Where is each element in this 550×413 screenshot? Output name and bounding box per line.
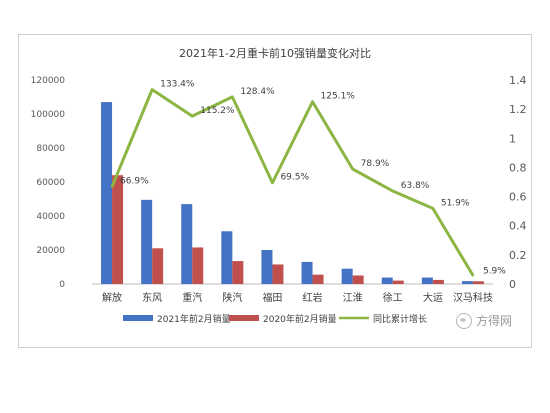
category-label: 大运 xyxy=(423,291,443,304)
category-label: 汉马科技 xyxy=(453,291,493,304)
left-axis-ticks: 0 20000 40000 60000 80000 100000 120000 xyxy=(31,76,66,290)
growth-data-label: 125.1% xyxy=(321,92,356,102)
growth-line xyxy=(110,88,475,277)
bar-2021 xyxy=(181,204,193,284)
bar-2021 xyxy=(301,261,313,284)
category-label: 陕汽 xyxy=(222,291,242,304)
growth-data-label: 66.9% xyxy=(120,177,149,187)
growth-data-label: 128.4% xyxy=(240,87,275,97)
bar-2021 xyxy=(101,102,113,284)
bar-2020 xyxy=(392,280,404,284)
right-tick-label: 1.4 xyxy=(509,74,527,87)
bar-2021 xyxy=(461,281,473,284)
growth-data-label: 51.9% xyxy=(441,198,470,208)
growth-point xyxy=(431,207,435,210)
chart-title: 2021年1-2月重卡前10强销量变化对比 xyxy=(179,46,371,60)
left-tick-label: 80000 xyxy=(36,144,65,154)
growth-data-label: 5.9% xyxy=(483,266,506,276)
legend-swatch-2021 xyxy=(123,315,153,321)
bar-2020 xyxy=(272,264,284,284)
growth-point xyxy=(391,189,394,193)
growth-point xyxy=(351,167,354,171)
category-label: 红岩 xyxy=(303,291,323,304)
left-tick-label: 100000 xyxy=(31,110,66,120)
legend: 2021年前2月销量 2020年前2月销量 同比累计增长 xyxy=(123,313,427,325)
watermark: 方得网 xyxy=(456,312,512,329)
left-tick-label: 40000 xyxy=(36,212,65,222)
left-tick-label: 60000 xyxy=(36,178,65,188)
legend-label-growth: 同比累计增长 xyxy=(373,313,427,325)
left-tick-label: 0 xyxy=(59,280,65,290)
category-labels: 解放 东风 重汽 陕汽 福田 红岩 江淮 徐工 大运 汉马科技 xyxy=(102,291,493,304)
right-tick-label: 0 xyxy=(509,278,516,291)
bar-2020 xyxy=(312,274,324,284)
bar-2020 xyxy=(112,175,124,284)
bar-2021 xyxy=(421,277,433,284)
growth-data-label: 115.2% xyxy=(200,106,235,116)
bar-2021 xyxy=(381,277,393,284)
growth-data-label: 133.4% xyxy=(160,80,195,90)
chart-svg: 2021年1-2月重卡前10强销量变化对比 0 20000 40000 60000 80… xyxy=(31,46,527,325)
growth-point xyxy=(150,88,154,91)
left-tick-label: 20000 xyxy=(36,246,65,256)
right-tick-label: 0.2 xyxy=(509,249,527,262)
category-label: 徐工 xyxy=(383,291,403,304)
bar-2021 xyxy=(341,268,353,284)
category-label: 东风 xyxy=(142,291,162,304)
growth-point xyxy=(311,100,314,103)
bar-2020 xyxy=(232,261,244,284)
bar-2021 xyxy=(141,199,153,284)
growth-point xyxy=(191,114,194,118)
category-label: 福田 xyxy=(262,291,282,304)
bar-2020 xyxy=(472,281,484,284)
right-tick-label: 0.4 xyxy=(509,220,527,233)
watermark-text: 方得网 xyxy=(476,314,513,328)
category-label: 重汽 xyxy=(182,291,202,304)
growth-data-label: 63.8% xyxy=(401,181,430,191)
growth-point xyxy=(110,185,114,188)
chart-frame: 2021年1-2月重卡前10强销量变化对比 0 20000 40000 60000 80… xyxy=(18,34,532,348)
growth-point xyxy=(471,274,475,277)
right-tick-label: 0.6 xyxy=(509,191,527,204)
bar-2020 xyxy=(192,247,204,284)
legend-swatch-2020 xyxy=(229,315,259,321)
bar-2021 xyxy=(221,231,233,284)
right-tick-label: 1.2 xyxy=(509,103,527,116)
bar-2020 xyxy=(432,279,444,284)
right-tick-label: 0.8 xyxy=(509,161,527,174)
growth-data-label: 78.9% xyxy=(361,159,390,169)
wechat-icon xyxy=(456,312,472,329)
bar-2020 xyxy=(352,275,364,284)
growth-point xyxy=(231,95,234,99)
growth-point xyxy=(271,181,274,184)
bars xyxy=(101,102,484,284)
growth-data-label: 69.5% xyxy=(280,173,309,183)
legend-label-2020: 2020年前2月销量 xyxy=(263,313,337,325)
growth-line-layer: 66.9% 133.4% 115.2% 128.4% 69.5% 125.1% 78.9% 6… xyxy=(110,80,506,277)
bar-2021 xyxy=(261,250,273,284)
category-label: 江淮 xyxy=(343,292,363,304)
right-tick-label: 1 xyxy=(509,132,516,145)
right-axis-ticks: 0 0.2 0.4 0.6 0.8 1 1.2 1.4 xyxy=(509,74,527,291)
left-tick-label: 120000 xyxy=(31,76,66,86)
legend-label-2021: 2021年前2月销量 xyxy=(157,313,231,325)
bar-2020 xyxy=(152,248,164,284)
category-label: 解放 xyxy=(102,291,122,304)
